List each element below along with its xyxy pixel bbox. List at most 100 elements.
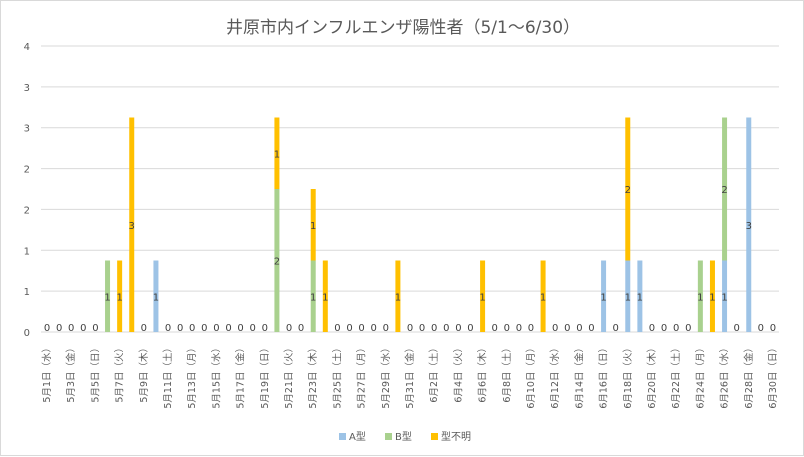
data-label: 0: [661, 323, 667, 334]
data-label: 1: [721, 292, 727, 303]
data-label: 0: [141, 323, 147, 334]
data-label: 0: [189, 323, 195, 334]
data-label: 1: [395, 292, 401, 303]
data-label: 0: [68, 323, 74, 334]
y-axis-ticks: 0 1 1 2 2 3 3 4: [24, 42, 30, 339]
x-tick-label: 5月3日（金）: [65, 343, 77, 403]
data-label: 2: [274, 257, 280, 268]
data-label: 0: [576, 323, 582, 334]
data-label: 0: [685, 323, 691, 334]
bar-segment: [310, 260, 316, 332]
data-label: 0: [649, 323, 655, 334]
data-label: 1: [310, 221, 316, 232]
bar-segment: [722, 260, 728, 332]
y-tick-label: 2: [24, 205, 30, 216]
bar-segment: [480, 260, 486, 332]
data-label: 0: [492, 323, 498, 334]
bar-segment: [722, 117, 728, 261]
x-tick-label: 5月21日（火）: [283, 343, 295, 409]
legend: A型 B型 型不明: [339, 430, 471, 443]
x-tick-label: 5月27日（月）: [356, 343, 368, 409]
legend-swatch: [385, 433, 392, 440]
data-label: 0: [165, 323, 171, 334]
x-axis-ticks: 5月1日（水） 5月3日（金） 5月5日（日） 5月7日（火） 5月9日（木） 5月11日…: [41, 343, 779, 409]
data-label: 1: [322, 292, 328, 303]
data-label: 0: [334, 323, 340, 334]
data-label: 1: [310, 292, 316, 303]
data-label: 0: [528, 323, 534, 334]
data-label: 1: [709, 292, 715, 303]
x-tick-label: 5月17日（金）: [235, 343, 247, 409]
data-label: 0: [770, 323, 776, 334]
bar-segment: [709, 260, 715, 332]
legend-swatch: [339, 433, 346, 440]
data-label: 0: [286, 323, 292, 334]
data-label: 1: [637, 292, 643, 303]
x-tick-label: 5月15日（水）: [210, 343, 222, 409]
x-tick-label: 6月10日（月）: [525, 343, 537, 409]
legend-swatch: [431, 433, 438, 440]
x-tick-label: 6月24日（月）: [694, 343, 706, 409]
bar-segment: [153, 260, 159, 332]
bar-segment: [637, 260, 643, 332]
y-tick-label: 1: [24, 246, 30, 257]
data-label: 0: [467, 323, 473, 334]
bar-segment: [322, 260, 328, 332]
x-tick-label: 5月23日（木）: [307, 343, 319, 409]
data-label: 0: [564, 323, 570, 334]
data-label: 0: [298, 323, 304, 334]
data-label: 0: [516, 323, 522, 334]
bar-segment: [310, 189, 316, 261]
legend-label: 型不明: [441, 430, 471, 443]
data-label: 1: [274, 149, 280, 160]
x-tick-label: 5月19日（日）: [259, 343, 271, 409]
data-label: 0: [177, 323, 183, 334]
bar-segment: [540, 260, 546, 332]
y-tick-label: 3: [24, 83, 30, 94]
data-label: 0: [419, 323, 425, 334]
bar-segment: [697, 260, 703, 332]
data-label: 0: [371, 323, 377, 334]
data-label: 1: [625, 292, 631, 303]
x-tick-label: 5月5日（日）: [89, 343, 101, 403]
data-label: 0: [673, 323, 679, 334]
data-label: 1: [116, 292, 122, 303]
x-tick-label: 5月29日（水）: [380, 343, 392, 409]
x-tick-label: 5月11日（土）: [162, 343, 174, 409]
bar-segment: [625, 260, 631, 332]
bar-segment: [117, 260, 123, 332]
y-tick-label: 0: [24, 328, 30, 339]
data-label: 2: [721, 185, 727, 196]
data-label: 0: [504, 323, 510, 334]
data-label: 0: [383, 323, 389, 334]
x-tick-label: 6月2日（土）: [428, 343, 440, 403]
legend-label: A型: [349, 430, 366, 443]
y-tick-label: 3: [24, 124, 30, 135]
x-tick-label: 6月26日（水）: [719, 343, 731, 409]
data-label: 0: [407, 323, 413, 334]
data-label: 0: [250, 323, 256, 334]
y-tick-label: 4: [24, 42, 30, 53]
data-label: 0: [44, 323, 50, 334]
data-label: 1: [104, 292, 110, 303]
x-tick-label: 6月18日（火）: [622, 343, 634, 409]
chart-title: 井原市内インフルエンザ陽性者（5/1～6/30）: [226, 18, 580, 38]
y-tick-label: 1: [24, 287, 30, 298]
data-label: 0: [262, 323, 268, 334]
data-label: 0: [237, 323, 243, 334]
data-label: 0: [201, 323, 207, 334]
x-tick-label: 6月6日（木）: [477, 343, 489, 403]
bar-segment: [274, 189, 280, 332]
x-tick-label: 6月22日（土）: [670, 343, 682, 409]
data-label: 1: [697, 292, 703, 303]
x-tick-label: 6月8日（土）: [501, 343, 513, 403]
gridlines: [41, 45, 779, 333]
bar-segment: [601, 260, 607, 332]
data-label: 0: [758, 323, 764, 334]
bar-segment: [129, 117, 135, 332]
data-label: 0: [358, 323, 364, 334]
bar-segment: [395, 260, 401, 332]
